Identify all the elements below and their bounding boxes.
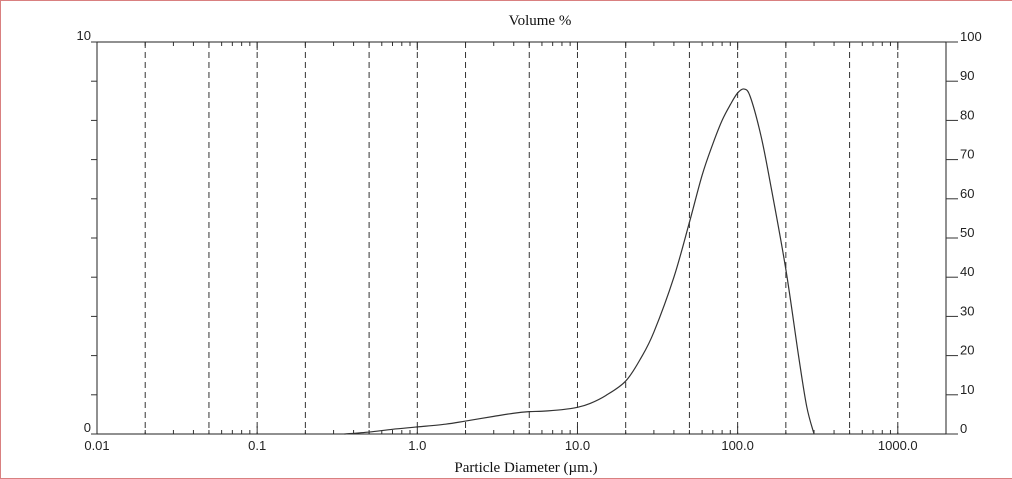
gridlines <box>144 42 899 434</box>
y-right-tick-label: 10 <box>960 382 974 397</box>
y-right-tick-label: 90 <box>960 68 974 83</box>
y-right-tick-label: 80 <box>960 107 974 122</box>
x-tick-label: 10.0 <box>565 438 590 453</box>
y-left-tick-label: 10 <box>77 28 91 43</box>
y-right-tick-label: 70 <box>960 147 974 162</box>
x-tick-label: 0.1 <box>248 438 266 453</box>
axes <box>91 41 958 435</box>
series-layer <box>344 88 815 435</box>
x-tick-label: 1000.0 <box>878 438 918 453</box>
y-right-tick-label: 40 <box>960 264 974 279</box>
series-line <box>344 88 815 435</box>
y-right-tick-label: 60 <box>960 186 974 201</box>
plot-border <box>96 41 947 435</box>
y-right-tick-label: 0 <box>960 421 967 436</box>
y-right-tick-label: 50 <box>960 225 974 240</box>
y-right-tick-label: 30 <box>960 303 974 318</box>
chart-title: Volume % <box>509 13 572 29</box>
tick-labels: 0.01 0.1 1.0 10.0 100.0 1000.0010010203040506… <box>77 28 982 453</box>
y-left-tick-label: 0 <box>84 420 91 435</box>
x-tick-label: 100.0 <box>721 438 754 453</box>
y-right-tick-label: 20 <box>960 343 974 358</box>
x-tick-label: 1.0 <box>408 438 426 453</box>
minor-ticks <box>96 42 947 434</box>
xlabel-background <box>412 454 624 478</box>
y-right-tick-label: 100 <box>960 29 982 44</box>
x-tick-label: 0.01 <box>84 438 109 453</box>
x-axis-label: Particle Diameter (µm.) <box>454 460 597 476</box>
